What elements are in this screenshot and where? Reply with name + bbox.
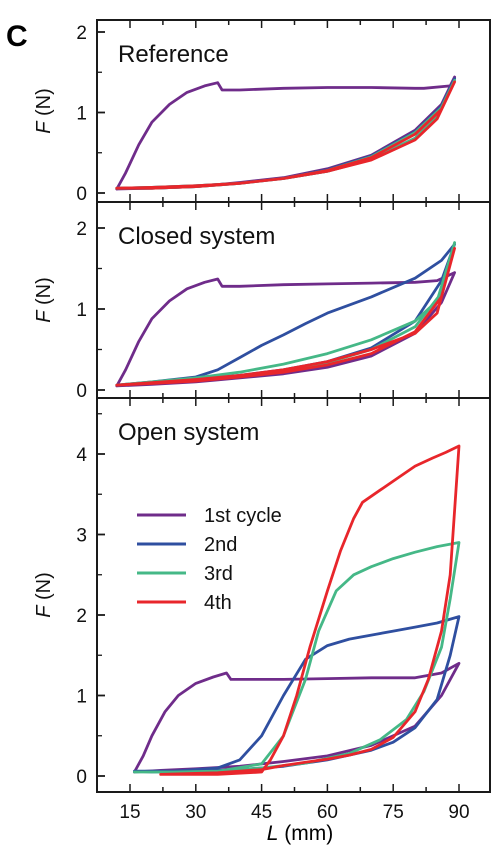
y-tick-label: 1 xyxy=(76,687,87,708)
x-axis-label-var: L xyxy=(267,822,279,845)
panel-3: Open system 0 1 2 3 4 F (N) 15 30 45 60 75 90 1st cyc… xyxy=(33,397,491,823)
panel-title: Open system xyxy=(118,419,259,446)
y-tick-label: 2 xyxy=(76,219,87,240)
series-line-4th xyxy=(115,246,457,387)
y-tick-label: 4 xyxy=(76,445,87,466)
series-line-1st-cycle xyxy=(132,661,461,774)
y-tick-label: 0 xyxy=(76,184,87,205)
panel-label: C xyxy=(6,20,28,53)
x-tick-label: 75 xyxy=(383,802,404,823)
series-line-1st-cycle xyxy=(115,75,457,191)
y-axis-label-unit: (N) xyxy=(33,88,55,121)
y-axis-label-var: F xyxy=(33,120,55,134)
x-tick-label: 45 xyxy=(251,802,272,823)
y-tick-label: 1 xyxy=(76,300,87,321)
legend-label: 3rd xyxy=(204,563,233,585)
legend: 1st cycle 2nd 3rd 4th xyxy=(137,505,282,614)
panel-frame xyxy=(96,397,491,793)
y-axis-label-unit: (N) xyxy=(33,572,55,605)
legend-label: 1st cycle xyxy=(204,505,282,527)
x-axis-label: L (mm) xyxy=(267,822,334,845)
x-tick-label: 30 xyxy=(185,802,206,823)
y-tick-label: 1 xyxy=(76,104,87,125)
y-tick-label: 0 xyxy=(76,767,87,788)
panel-2: Closed system 0 1 2 F (N) xyxy=(33,201,491,402)
x-tick-label: 60 xyxy=(317,802,338,823)
legend-label: 4th xyxy=(204,592,232,614)
legend-label: 2nd xyxy=(204,534,237,556)
panel-title: Reference xyxy=(118,41,229,68)
y-axis-label-unit: (N) xyxy=(33,277,55,310)
panel-1: Reference 0 1 2 F (N) xyxy=(33,19,491,205)
series-line-1st-cycle xyxy=(115,75,457,191)
y-tick-label: 3 xyxy=(76,526,87,547)
panel-title: Closed system xyxy=(118,223,275,250)
series-line-3rd xyxy=(132,541,461,774)
y-tick-label: 2 xyxy=(76,23,87,44)
y-axis-label-var: F xyxy=(33,604,55,618)
y-axis-label: F (N) xyxy=(33,572,55,618)
series-line-1st-cycle xyxy=(115,271,457,388)
y-tick-label: 2 xyxy=(76,606,87,627)
y-axis-label: F (N) xyxy=(33,277,55,323)
x-tick-label: 15 xyxy=(119,802,140,823)
y-axis-label: F (N) xyxy=(33,88,55,134)
y-tick-label: 0 xyxy=(76,381,87,402)
x-axis-label-unit: (mm) xyxy=(278,822,333,845)
y-axis-label-var: F xyxy=(33,309,55,323)
x-tick-label: 90 xyxy=(448,802,469,823)
series-line-4th xyxy=(115,80,457,190)
series-line-3rd xyxy=(115,78,457,190)
series-line-3rd xyxy=(115,241,457,387)
series-line-4th xyxy=(159,444,461,776)
series-line-2nd xyxy=(115,77,457,190)
